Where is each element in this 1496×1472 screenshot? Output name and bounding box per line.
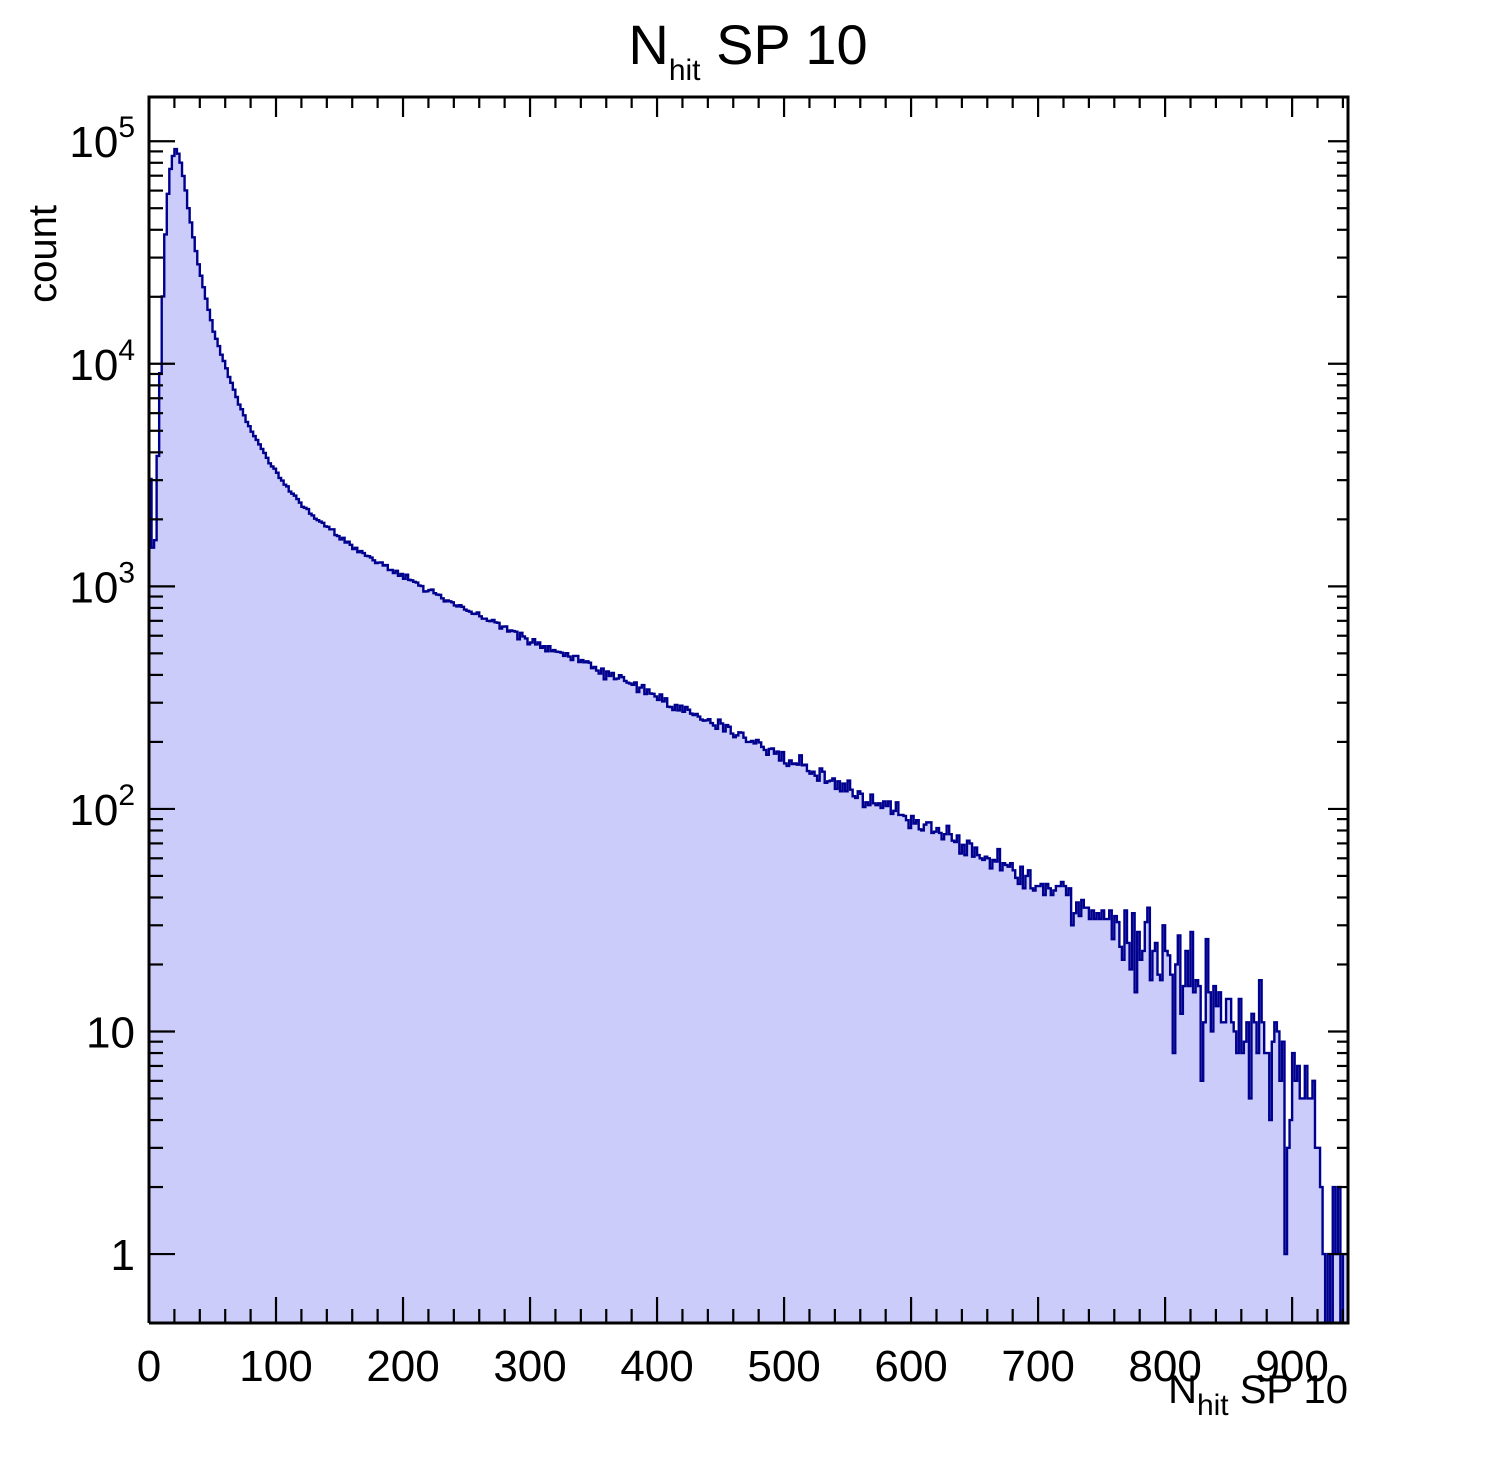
x-tick-label: 0 <box>137 1342 161 1391</box>
plot-title-subscript: hit <box>669 54 701 87</box>
y-tick-label: 10 <box>86 1008 135 1057</box>
histogram-series <box>149 147 1348 1325</box>
histogram-fill <box>149 149 1348 1323</box>
x-tick-label: 100 <box>239 1342 312 1391</box>
x-tick-label: 400 <box>620 1342 693 1391</box>
histogram-outline <box>149 147 1348 1325</box>
y-axis-tick-labels: 1 10 102 103 104 105 <box>69 111 135 1280</box>
y-tick-label: 102 <box>69 779 135 835</box>
x-axis-title: Nhit SP 10 <box>1168 1368 1348 1422</box>
x-axis-title-rest: SP 10 <box>1229 1368 1348 1412</box>
y-tick-label: 104 <box>69 334 135 390</box>
plot-title: Nhit SP 10 <box>628 13 867 87</box>
y-axis-title: count <box>21 205 65 303</box>
y-tick-label: 103 <box>69 556 135 612</box>
y-axis-ticks <box>149 140 1348 1256</box>
x-tick-label: 200 <box>366 1342 439 1391</box>
y-tick-label: 105 <box>69 111 135 167</box>
x-tick-label: 800 <box>1128 1342 1201 1391</box>
x-tick-label: 700 <box>1001 1342 1074 1391</box>
x-tick-label: 500 <box>747 1342 820 1391</box>
x-axis-ticks <box>147 97 1345 1323</box>
x-axis-title-subscript: hit <box>1197 1389 1229 1422</box>
x-tick-label: 900 <box>1255 1342 1328 1391</box>
x-axis-title-base: N <box>1168 1368 1197 1412</box>
x-tick-label: 300 <box>493 1342 566 1391</box>
axis-frame <box>147 95 1350 1325</box>
x-tick-label: 600 <box>874 1342 947 1391</box>
y-tick-label: 1 <box>111 1231 135 1280</box>
plot-frame <box>147 95 1350 1325</box>
plot-title-base: N <box>628 13 668 76</box>
x-axis-tick-labels: 0 100 200 300 400 500 600 700 800 900 <box>137 1342 1329 1391</box>
plot-title-rest: SP 10 <box>701 13 868 76</box>
